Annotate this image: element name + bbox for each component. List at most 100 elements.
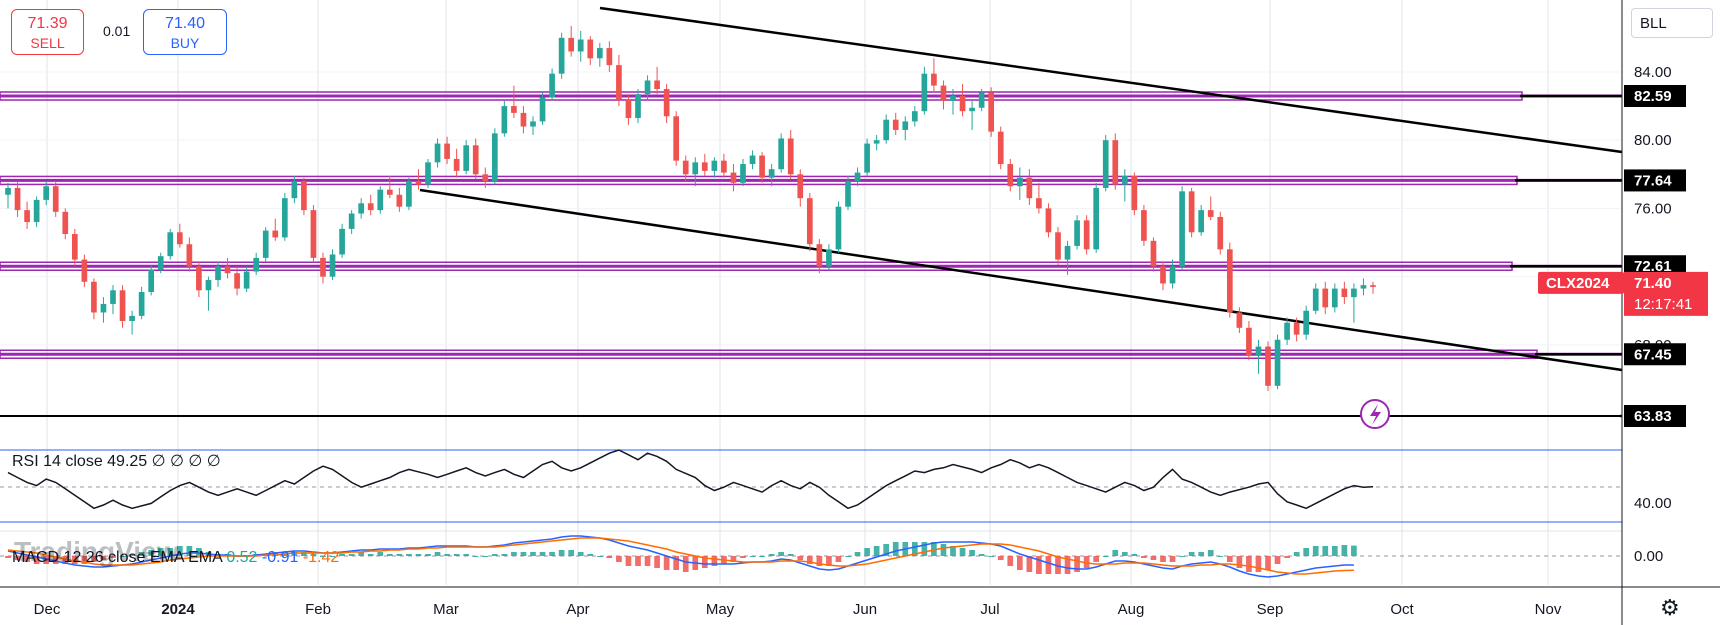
level-price-label: 82.59 [1634,88,1672,105]
macd-hist-bar-90 [864,548,870,556]
macd-hist-bar-38 [367,554,374,556]
macd-hist-bar-5 [52,556,59,564]
candle-body-45 [434,143,441,163]
candle-body-140 [1341,288,1348,298]
channel-upper-line [599,6,1623,154]
macd-hist-bar-14 [138,552,145,556]
macd-hist-bar-57 [549,552,555,556]
macd-hist-bar-83 [797,556,804,560]
candle-body-44 [425,162,431,185]
macd-hist-bar-67 [644,556,651,566]
macd-hist-bar-87 [835,556,842,562]
rsi-line [7,449,1374,510]
candle-body-1 [14,187,21,211]
macd-hist-bar-91 [873,546,880,556]
sell-button[interactable]: 71.39 SELL [11,9,84,55]
level-price-label: 63.83 [1634,408,1672,425]
macd-hist-bar-78 [749,556,756,557]
event-lightning-icon[interactable] [1360,399,1390,429]
candle-body-3 [33,199,40,223]
rsi-legend: RSI 14 close 49.25 ∅ ∅ ∅ ∅ [12,453,221,470]
candle-body-38 [367,203,374,211]
macd-hist-bar-117 [1121,552,1128,556]
candle-body-68 [654,80,660,90]
macd-hist-bar-107 [1026,556,1033,572]
candle-body-128 [1226,249,1233,313]
candle-body-46 [444,143,450,159]
candle-body-101 [969,107,975,112]
candle-body-94 [902,121,909,130]
macd-hist-bar-18 [176,546,183,556]
gear-icon[interactable]: ⚙ [1660,595,1680,620]
candle-body-21 [205,280,212,291]
candle-body-9 [91,281,97,313]
macd-hist-bar-82 [787,554,794,556]
macd-hist-bar-65 [625,556,632,566]
candle-body-84 [806,198,813,245]
symbol-selector[interactable]: BLL [1631,8,1713,38]
level-price-tag [1624,343,1686,366]
macd-hist-bar-50 [482,556,489,557]
candle-body-111 [1064,245,1071,260]
macd-hist-bar-115 [1102,556,1109,557]
x-tick-label: Dec [34,601,61,618]
macd-hist-bar-13 [129,554,135,556]
candle-body-82 [787,138,794,175]
candle-body-20 [196,266,202,291]
candle-body-107 [1026,177,1033,199]
macd-hist-bar-100 [959,548,966,556]
candle-body-55 [530,121,536,127]
candle-body-64 [616,65,622,100]
candle-body-35 [339,228,345,255]
candle-body-51 [491,133,498,182]
macd-hist-bar-118 [1131,554,1138,556]
macd-hist-bar-44 [425,554,431,556]
macd-hist-bar-58 [558,550,565,556]
candle-body-142 [1360,285,1367,289]
candle-body-112 [1074,220,1080,246]
rsi-pane [0,449,1622,532]
macd-legend: MACD 12 26 close EMA EMA 0.52 -0.91 -1.4… [12,549,339,566]
candle-body-120 [1150,240,1157,267]
x-tick-label: Aug [1118,601,1145,618]
candle-body-72 [692,162,699,175]
y-tick-label: 76.00 [1634,200,1672,217]
candle-body-66 [635,94,641,119]
sell-price: 71.39 [27,15,68,32]
last-symbol-label: CLX2024 [1546,275,1610,292]
macd-hist-bar-45 [434,552,441,556]
macd-hist-bar-114 [1093,556,1100,562]
candle-body-14 [138,291,145,316]
x-tick-label: May [706,601,735,618]
macd-hist-bar-61 [587,554,594,556]
macd-hist-bar-59 [568,550,575,556]
macd-hist-bar-133 [1274,556,1281,564]
candle-body-76 [730,172,737,183]
candle-body-18 [176,232,183,245]
macd-hist-bar-135 [1293,552,1300,556]
candle-body-113 [1083,220,1090,250]
candle-body-42 [406,181,412,207]
candle-body-108 [1036,198,1042,209]
macd-hist-bar-138 [1322,546,1329,556]
channel-lower-line [419,188,1623,372]
level-price-label: 72.61 [1634,258,1672,275]
macd-hist-bar-10 [100,556,107,560]
macd-hist-bar-32 [310,554,317,556]
candle-body-78 [749,155,756,165]
level-price-tag [1624,169,1686,192]
buy-button[interactable]: 71.40 BUY [143,9,227,55]
macd-hist-bar-37 [358,552,365,556]
candle-body-48 [463,145,470,171]
buy-price: 71.40 [164,15,206,32]
macd-hist-bar-113 [1083,556,1090,568]
candle-body-56 [539,97,546,122]
candle-body-96 [921,73,928,112]
candle-body-73 [701,162,708,171]
grid-lines [0,0,1622,585]
candle-body-57 [549,73,555,98]
macd-hist-bar-124 [1188,552,1195,556]
macd-hist-bar-31 [301,552,307,556]
